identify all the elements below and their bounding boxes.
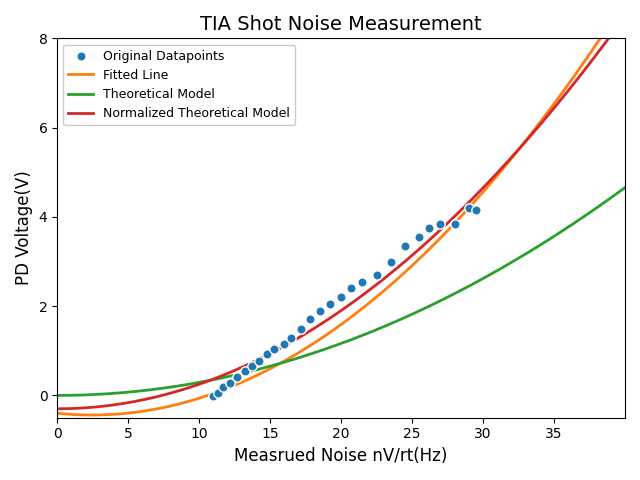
Original Datapoints [212,389,223,397]
Fitted Line [507,156,515,162]
Normalized Theoretical Model [496,167,504,173]
Normalized Theoretical Model [54,406,61,412]
Fitted Line [53,410,61,416]
Fitted Line [621,0,629,4]
Fitted Line [444,228,451,233]
Original Datapoints [269,345,280,352]
Theoretical Model [283,359,291,364]
Original Datapoints [386,258,396,265]
Original Datapoints [286,335,296,342]
Theoretical Model [621,185,629,191]
Original Datapoints [246,362,257,370]
Theoretical Model [444,295,451,300]
Normalized Theoretical Model [303,330,311,336]
Original Datapoints [253,357,264,364]
Original Datapoints [471,206,481,214]
Line: Fitted Line: Fitted Line [57,1,625,415]
Original Datapoints [279,340,289,348]
Theoretical Model [111,390,119,396]
Theoretical Model [506,260,514,266]
Original Datapoints [414,233,424,241]
Line: Normalized Theoretical Model: Normalized Theoretical Model [58,16,625,409]
Normalized Theoretical Model [444,221,451,227]
Original Datapoints [464,204,474,212]
Y-axis label: PD Voltage(V): PD Voltage(V) [15,171,33,286]
Original Datapoints [239,367,250,375]
Title: TIA Shot Noise Measurement: TIA Shot Noise Measurement [200,15,482,34]
Fitted Line [88,412,95,418]
Original Datapoints [225,379,236,387]
Original Datapoints [371,271,381,279]
Original Datapoints [305,315,315,323]
Normalized Theoretical Model [283,342,291,348]
Fitted Line [497,169,504,175]
Theoretical Model [54,393,61,398]
Original Datapoints [336,293,346,301]
Original Datapoints [208,393,218,400]
Original Datapoints [218,384,228,391]
Original Datapoints [315,307,325,314]
Original Datapoints [232,373,243,381]
Original Datapoints [357,278,367,286]
Normalized Theoretical Model [111,402,119,408]
Line: Theoretical Model: Theoretical Model [58,188,625,396]
Original Datapoints [262,350,273,358]
Original Datapoints [324,300,335,308]
Normalized Theoretical Model [506,156,514,162]
Fitted Line [284,357,291,362]
Original Datapoints [449,220,460,228]
Normalized Theoretical Model [621,13,629,19]
Original Datapoints [296,325,307,333]
Fitted Line [112,411,120,417]
Original Datapoints [400,242,410,250]
Legend: Original Datapoints, Fitted Line, Theoretical Model, Normalized Theoretical Mode: Original Datapoints, Fitted Line, Theore… [63,45,295,125]
Original Datapoints [346,285,356,292]
Original Datapoints [435,220,445,228]
Theoretical Model [496,266,504,272]
Fitted Line [304,344,312,350]
Theoretical Model [303,352,311,358]
X-axis label: Measrued Noise nV/rt(Hz): Measrued Noise nV/rt(Hz) [234,447,448,465]
Original Datapoints [424,224,434,232]
